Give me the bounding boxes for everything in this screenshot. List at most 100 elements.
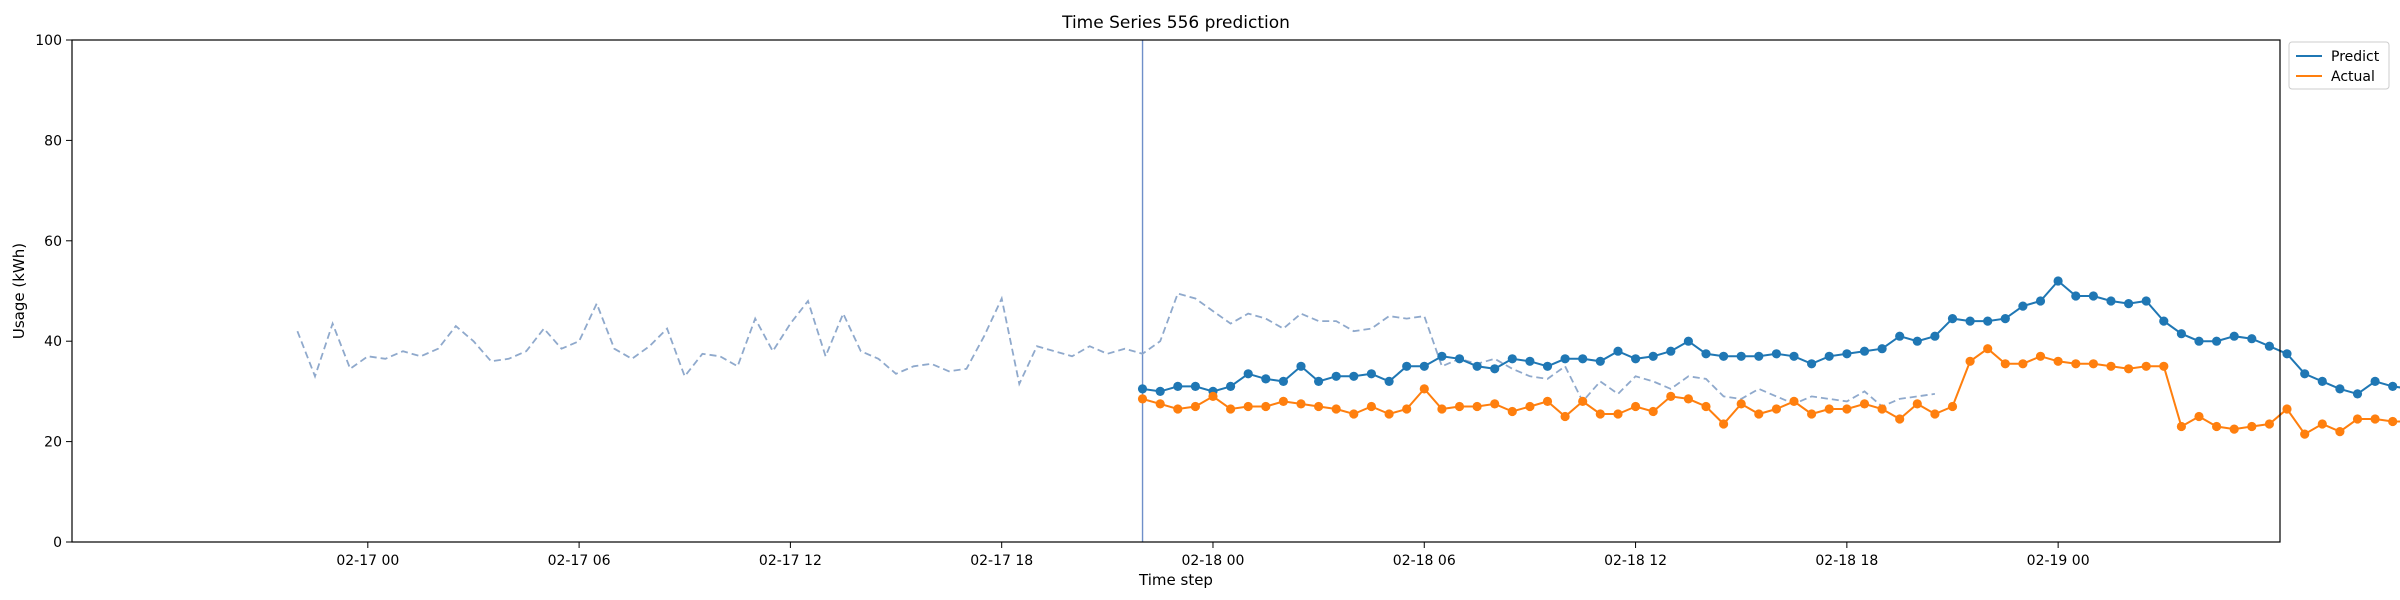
actual-point <box>1490 399 1500 409</box>
predict-point <box>1965 316 1975 326</box>
actual-point <box>1155 399 1165 409</box>
legend-box <box>2288 41 2390 90</box>
actual-point <box>1807 409 1817 419</box>
actual-point <box>1701 401 1711 412</box>
actual-point <box>1595 409 1605 419</box>
predict-point <box>1859 346 1870 356</box>
actual-point <box>1789 396 1799 406</box>
actual-point <box>1842 404 1852 414</box>
predict-point <box>2018 301 2028 311</box>
predict-point <box>1895 331 1905 341</box>
x-tick-label: 02-18 00 <box>1181 553 1244 569</box>
predict-point <box>1842 349 1852 359</box>
actual-point <box>1384 409 1394 419</box>
actual-point <box>1631 401 1641 412</box>
actual-point <box>1243 401 1253 412</box>
actual-point <box>1613 409 1623 419</box>
predict-point <box>1261 374 1271 384</box>
predict-point <box>2247 334 2257 344</box>
y-tick-label: 40 <box>44 334 62 350</box>
predict-point <box>1824 351 1834 361</box>
legend-label-predict: Predict <box>2331 49 2380 65</box>
predict-point <box>1947 314 1958 324</box>
actual-point <box>1965 356 1975 366</box>
actual-point <box>1719 419 1729 429</box>
predict-point <box>2264 341 2274 351</box>
actual-point <box>1542 396 1553 406</box>
x-tick-label: 02-19 00 <box>2027 553 2090 569</box>
actual-point <box>1349 409 1359 419</box>
predict-point <box>1384 376 1394 386</box>
predict-point <box>2388 381 2398 391</box>
x-axis-label: Time step <box>1138 571 1213 589</box>
actual-point <box>2352 414 2363 424</box>
predict-point <box>1490 364 1500 374</box>
predict-point <box>2335 384 2345 394</box>
predict-point <box>1613 346 1623 356</box>
actual-point <box>2388 416 2398 427</box>
actual-point <box>1314 401 1324 412</box>
predict-point <box>2088 291 2098 301</box>
y-tick-label: 100 <box>35 33 62 49</box>
actual-point <box>1261 401 1271 412</box>
actual-point <box>1947 401 1958 412</box>
actual-point <box>1366 401 1376 412</box>
plot-frame <box>71 39 2281 543</box>
predict-point <box>2212 336 2222 346</box>
predict-point <box>2282 349 2292 359</box>
actual-point <box>2264 419 2274 429</box>
predict-point <box>1243 369 1253 379</box>
predict-point <box>1930 331 1940 341</box>
predict-point <box>1578 354 1588 364</box>
legend-label-actual: Actual <box>2331 69 2375 85</box>
y-tick-label: 80 <box>44 133 62 149</box>
predict-point <box>1454 354 1465 364</box>
y-axis-label: Usage (kWh) <box>10 243 28 339</box>
predict-point <box>1419 361 1429 371</box>
predict-point <box>2300 369 2310 379</box>
predict-point <box>2000 314 2010 324</box>
actual-point <box>1507 406 1517 417</box>
predict-point <box>1807 359 1817 369</box>
predict-point <box>1331 371 1341 381</box>
predict-point <box>2035 296 2046 306</box>
actual-point <box>2141 361 2151 371</box>
actual-point <box>2176 421 2186 432</box>
actual-point <box>1578 396 1588 406</box>
actual-point <box>1331 404 1341 414</box>
predict-point <box>1701 349 1711 359</box>
actual-point <box>1736 399 1746 409</box>
predict-point <box>1789 351 1799 361</box>
actual-point <box>1472 401 1482 412</box>
predict-point <box>2106 296 2116 306</box>
predict-point <box>2229 331 2239 341</box>
predict-point <box>1595 356 1605 366</box>
actual-point <box>2247 421 2257 432</box>
predict-point <box>1683 336 1693 346</box>
actual-point <box>1983 344 1993 354</box>
predict-point <box>1983 316 1993 326</box>
legend: Predict Actual <box>2288 41 2390 90</box>
actual-point <box>1137 394 1148 404</box>
y-tick-label: 60 <box>44 234 62 250</box>
actual-point <box>1754 409 1764 419</box>
actual-point <box>1437 404 1447 414</box>
actual-point <box>1859 399 1870 409</box>
predict-point <box>1771 349 1781 359</box>
predict-point <box>2194 336 2204 346</box>
actual-line <box>1142 347 2400 436</box>
actual-point <box>2194 411 2204 422</box>
actual-point <box>2071 359 2081 369</box>
actual-point <box>2159 361 2169 371</box>
predict-point <box>1366 369 1376 379</box>
predict-point <box>1719 351 1729 361</box>
predict-point <box>1666 346 1676 356</box>
predict-point <box>2124 299 2134 309</box>
predict-point <box>2176 329 2186 339</box>
x-tick-label: 02-17 12 <box>759 553 822 569</box>
actual-point <box>2300 429 2310 439</box>
actual-point <box>2053 356 2063 366</box>
forecast-series <box>1137 276 2400 439</box>
predict-point <box>1349 371 1359 381</box>
